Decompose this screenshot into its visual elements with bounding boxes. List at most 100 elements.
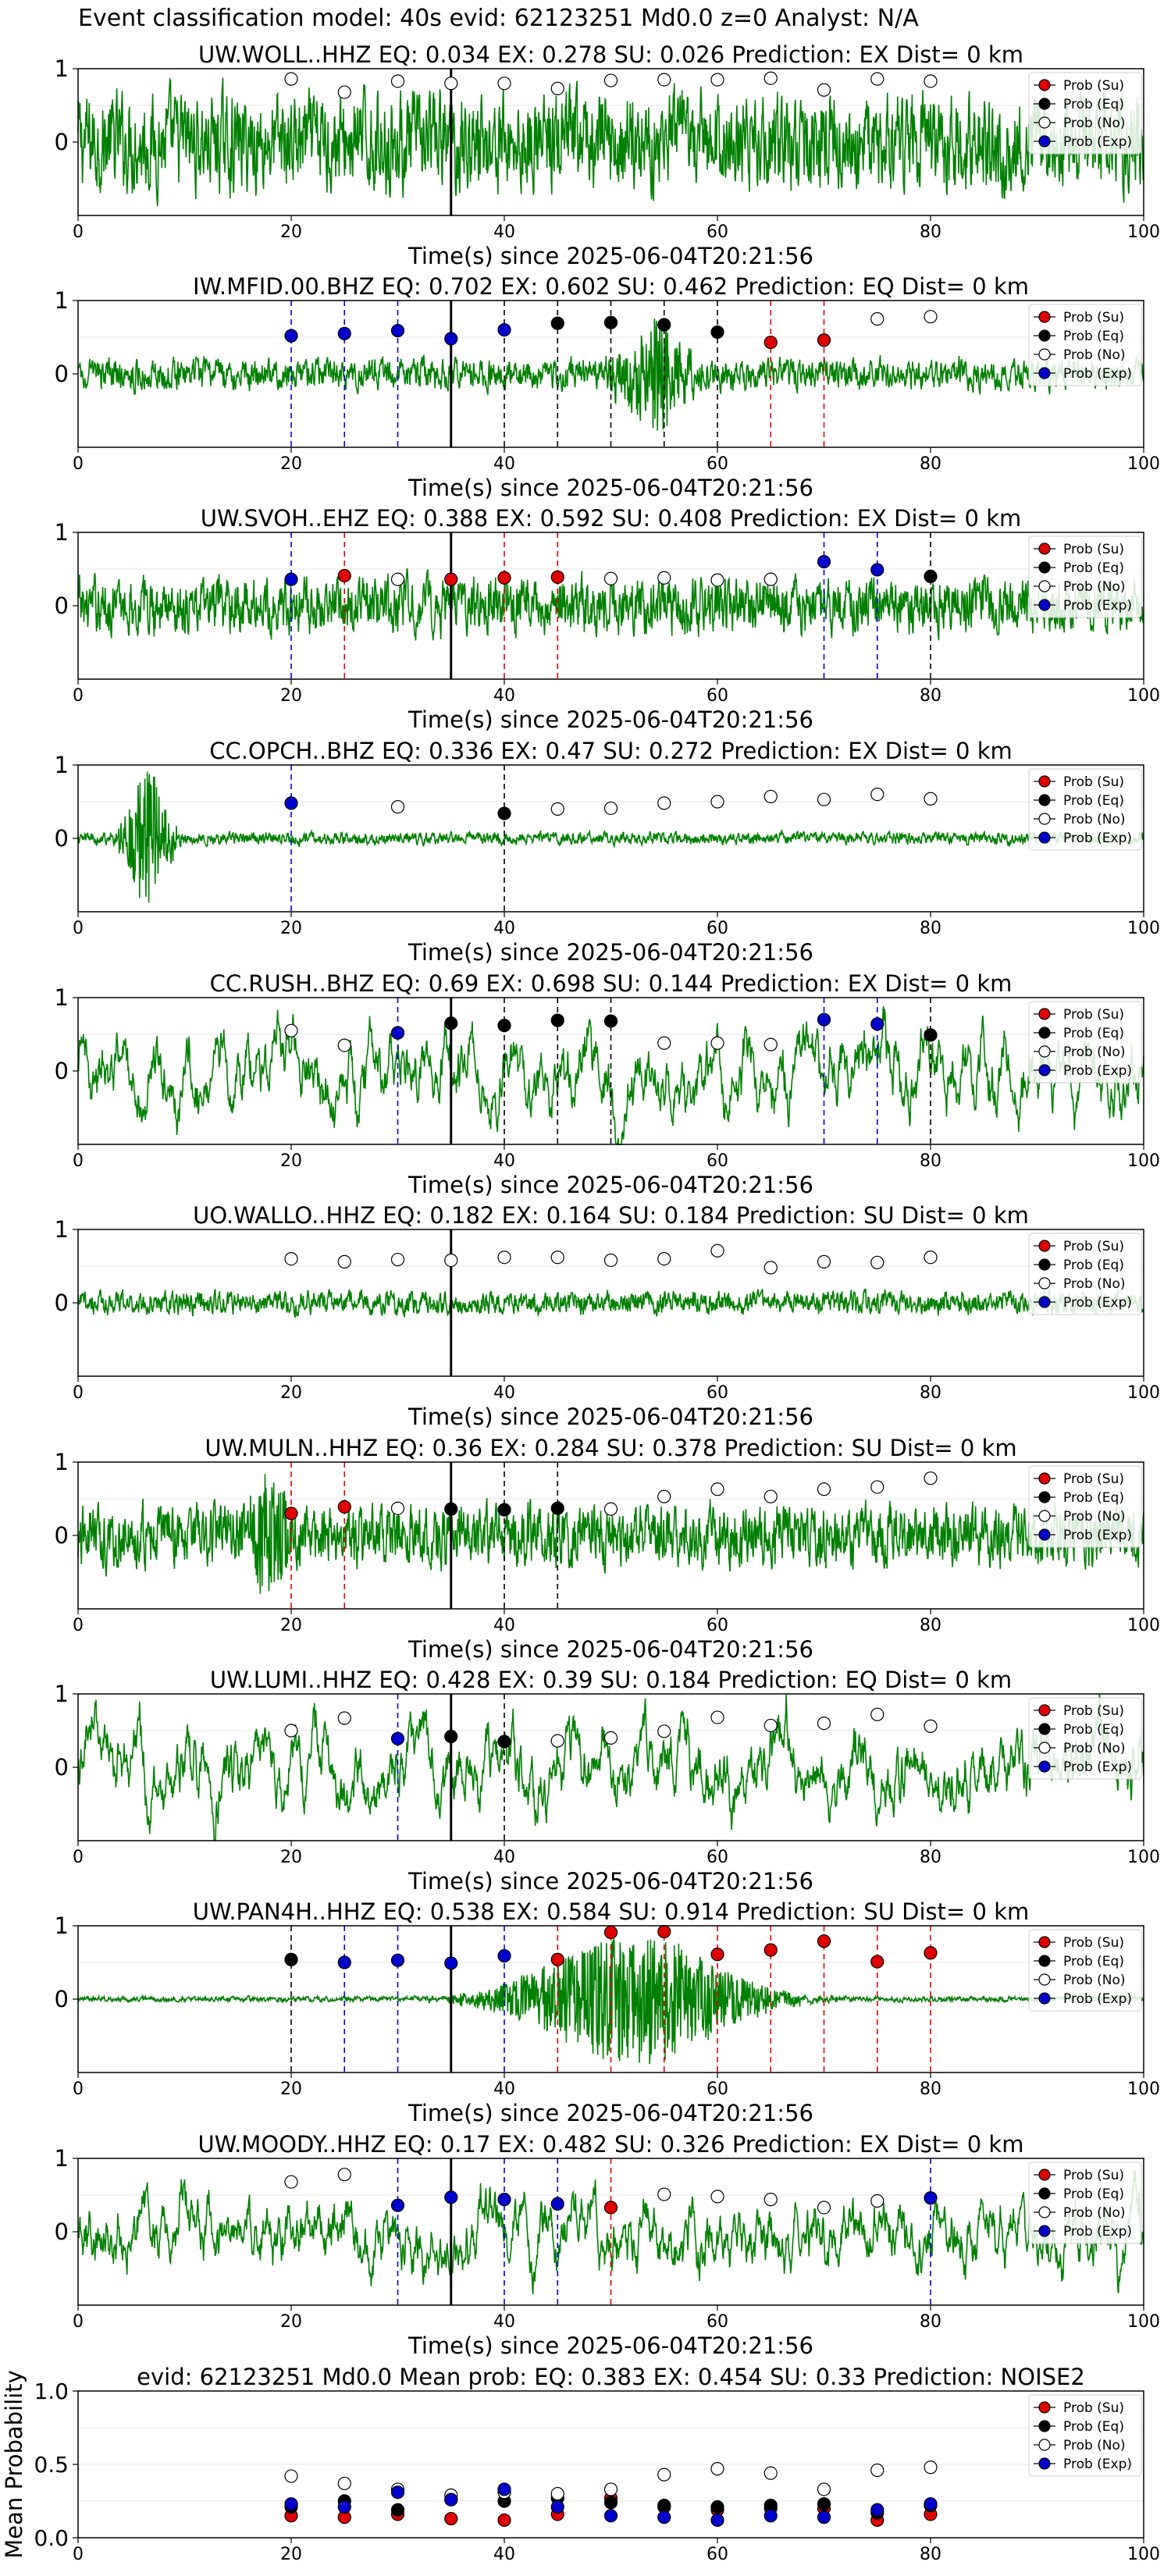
legend-marker-su [1038, 1472, 1051, 1485]
subplot-title: UW.PAN4H..HHZ EQ: 0.538 EX: 0.584 SU: 0.… [193, 1898, 1030, 1925]
legend-box [1028, 304, 1142, 386]
x-tick-label: 60 [707, 2545, 728, 2564]
prob-marker-su [710, 1948, 724, 1962]
prob-marker-no [284, 2175, 298, 2189]
legend-label: Prob (Su) [1063, 310, 1124, 326]
legend-marker-no [1038, 813, 1051, 825]
x-axis-label: Time(s) since 2025-06-04T20:21:56 [408, 939, 813, 966]
subplot-8: UW.LUMI..HHZ EQ: 0.428 EX: 0.39 SU: 0.18… [55, 1667, 1160, 1895]
y-tick-label: 1 [55, 1681, 69, 1707]
y-tick-label: 0 [55, 361, 69, 387]
y-tick-label: 0 [55, 1522, 69, 1549]
prob-marker-no [710, 2462, 724, 2476]
y-tick-label: 0 [55, 1290, 69, 1316]
legend: Prob (Su) Prob (Eq) Prob (No) Prob (Exp) [1028, 304, 1142, 386]
legend-label: Prob (Eq) [1063, 1722, 1124, 1738]
x-tick-label: 100 [1127, 1848, 1160, 1867]
legend-label: Prob (Exp) [1063, 2457, 1132, 2472]
legend: Prob (Su) Prob (Eq) Prob (No) Prob (Exp) [1028, 1697, 1142, 1780]
prob-marker-exp [337, 2500, 351, 2514]
prob-marker-su [497, 2513, 511, 2528]
prob-marker-no [284, 1023, 298, 1037]
prob-marker-no [710, 1036, 724, 1050]
legend-marker-su [1038, 1936, 1051, 1948]
prob-marker-exp [497, 2193, 511, 2207]
prob-marker-eq [444, 1729, 458, 1744]
x-tick-label: 0 [73, 1383, 84, 1403]
legend-label: Prob (No) [1063, 1276, 1126, 1292]
prob-marker-no [657, 2467, 671, 2482]
y-tick-label: 0 [55, 592, 69, 619]
prob-marker-no [337, 2168, 351, 2182]
legend-label: Prob (Exp) [1063, 1295, 1132, 1311]
prob-marker-no [657, 1251, 671, 1266]
prob-marker-exp [550, 2500, 564, 2514]
x-tick-label: 40 [493, 686, 515, 706]
prob-marker-eq [657, 2499, 671, 2513]
prob-marker-no [924, 1251, 938, 1265]
x-tick-label: 100 [1127, 1151, 1160, 1171]
y-tick-label: 1 [55, 1449, 69, 1475]
prob-marker-exp [870, 2503, 884, 2517]
x-tick-label: 100 [1127, 686, 1160, 706]
x-tick-label: 60 [707, 1151, 728, 1171]
prob-marker-exp [337, 1955, 351, 1969]
legend-box [1028, 2394, 1142, 2477]
prob-marker-eq [710, 2500, 724, 2514]
legend-box [1028, 535, 1142, 618]
prob-marker-no [763, 1489, 778, 1503]
legend-box [1028, 1233, 1142, 1315]
prob-marker-no [817, 1482, 831, 1496]
legend-box [1028, 768, 1142, 851]
subplot-title: UW.WOLL..HHZ EQ: 0.034 EX: 0.278 SU: 0.0… [198, 41, 1023, 68]
x-tick-label: 40 [493, 454, 515, 474]
legend-marker-su [1038, 1008, 1051, 1020]
prob-marker-no [657, 2187, 671, 2201]
prob-marker-no [763, 2466, 778, 2480]
prob-marker-no [710, 1482, 724, 1496]
legend-label: Prob (No) [1063, 2438, 1126, 2453]
prob-marker-no [550, 1251, 564, 1265]
legend-marker-eq [1038, 561, 1051, 574]
y-tick-label: 0.0 [34, 2525, 69, 2551]
prob-marker-no [710, 2190, 724, 2204]
legend-marker-no [1038, 580, 1051, 592]
legend-marker-eq [1038, 1026, 1051, 1039]
subplot-9: UW.PAN4H..HHZ EQ: 0.538 EX: 0.584 SU: 0.… [55, 1898, 1160, 2126]
prob-marker-no [337, 85, 351, 99]
y-tick-label: 1 [55, 519, 69, 546]
prob-marker-no [924, 1471, 938, 1485]
prob-marker-no [870, 2194, 884, 2208]
prob-marker-su [817, 1934, 831, 1948]
prob-marker-no [284, 72, 298, 86]
x-tick-label: 0 [73, 2545, 84, 2564]
x-tick-label: 80 [920, 1616, 941, 1635]
legend-box [1028, 1929, 1142, 2012]
legend-marker-exp [1038, 367, 1051, 379]
prob-marker-no [763, 572, 778, 586]
subplot-title: UW.MOODY..HHZ EQ: 0.17 EX: 0.482 SU: 0.3… [198, 2131, 1024, 2158]
prob-marker-exp [390, 2485, 405, 2500]
x-tick-label: 100 [1127, 1616, 1160, 1635]
prob-marker-no [924, 1719, 938, 1733]
legend-label: Prob (Exp) [1063, 1759, 1132, 1775]
prob-marker-no [817, 2482, 831, 2496]
legend-marker-no [1038, 1277, 1051, 1290]
y-tick-label: 1 [55, 287, 69, 314]
x-tick-label: 0 [73, 222, 84, 242]
prob-marker-exp [817, 2510, 831, 2524]
prob-marker-no [763, 1718, 778, 1733]
prob-marker-no [710, 573, 724, 587]
x-tick-label: 60 [707, 454, 728, 474]
prob-marker-no [390, 572, 405, 586]
legend-label: Prob (Eq) [1063, 1490, 1124, 1506]
legend-label: Prob (No) [1063, 1044, 1126, 1060]
prob-marker-no [603, 1253, 618, 1268]
legend: Prob (Su) Prob (Eq) Prob (No) Prob (Exp) [1028, 1929, 1142, 2012]
subplot-2: IW.MFID.00.BHZ EQ: 0.702 EX: 0.602 SU: 0… [55, 273, 1160, 501]
x-tick-label: 20 [280, 1616, 302, 1635]
legend-box [1028, 1465, 1142, 1548]
legend-label: Prob (No) [1063, 812, 1126, 827]
waveform-trace [77, 1474, 1144, 1594]
x-tick-label: 20 [280, 1383, 302, 1403]
